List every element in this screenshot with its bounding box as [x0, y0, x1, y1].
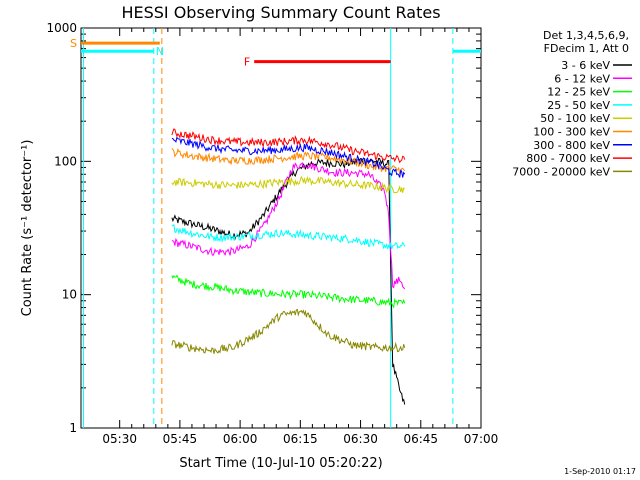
legend-header-line: FDecim 1, Att 0: [544, 42, 629, 55]
series-line: [171, 161, 406, 290]
plot-frame: [80, 27, 482, 429]
legend-entry-label: 800 - 7000 keV: [526, 152, 610, 165]
legend: Det 1,3,4,5,6,9,FDecim 1, Att 0 3 - 6 keV…: [512, 29, 632, 178]
flag-label: S: [70, 37, 77, 50]
y-tick-label: 100: [54, 154, 77, 168]
flag-label: F: [244, 56, 250, 69]
y-tick-label: 10: [62, 288, 77, 302]
y-axis-label: Count Rate (s⁻¹ detector⁻¹): [20, 140, 35, 317]
legend-entry-label: 12 - 25 keV: [547, 86, 610, 99]
x-tick-label: 05:45: [163, 432, 198, 446]
series-line: [171, 308, 406, 354]
x-tick-label: 06:45: [403, 432, 438, 446]
x-tick-label: 07:00: [464, 432, 499, 446]
x-tick-label: 05:30: [102, 432, 137, 446]
legend-entry-label: 6 - 12 keV: [554, 72, 610, 85]
series-line: [171, 157, 406, 405]
chart-title: HESSI Observing Summary Count Rates: [121, 3, 440, 22]
series-line: [171, 274, 406, 309]
legend-header-line: Det 1,3,4,5,6,9,: [543, 29, 629, 42]
series-line: [171, 136, 406, 178]
legend-entry-label: 50 - 100 keV: [540, 112, 610, 125]
series-line: [171, 147, 406, 175]
x-tick-label: 06:30: [343, 432, 378, 446]
x-tick-label: 06:15: [283, 432, 318, 446]
series-line: [171, 128, 406, 164]
legend-entry-label: 7000 - 20000 keV: [512, 165, 610, 178]
series-line: [171, 223, 406, 250]
legend-entry-label: 100 - 300 keV: [533, 126, 610, 139]
footer-stamp: 1-Sep-2010 01:17: [564, 467, 636, 476]
y-tick-label: 1000: [46, 21, 77, 35]
y-tick-label: 1: [69, 421, 77, 435]
x-axis-label: Start Time (10-Jul-10 05:20:22): [179, 456, 382, 471]
legend-entry-label: 300 - 800 keV: [533, 139, 610, 152]
flag-label: N: [156, 45, 164, 58]
x-tick-label: 06:00: [223, 432, 258, 446]
legend-entry-label: 3 - 6 keV: [561, 59, 610, 72]
legend-entry-label: 25 - 50 keV: [547, 99, 610, 112]
series-line: [171, 175, 406, 194]
